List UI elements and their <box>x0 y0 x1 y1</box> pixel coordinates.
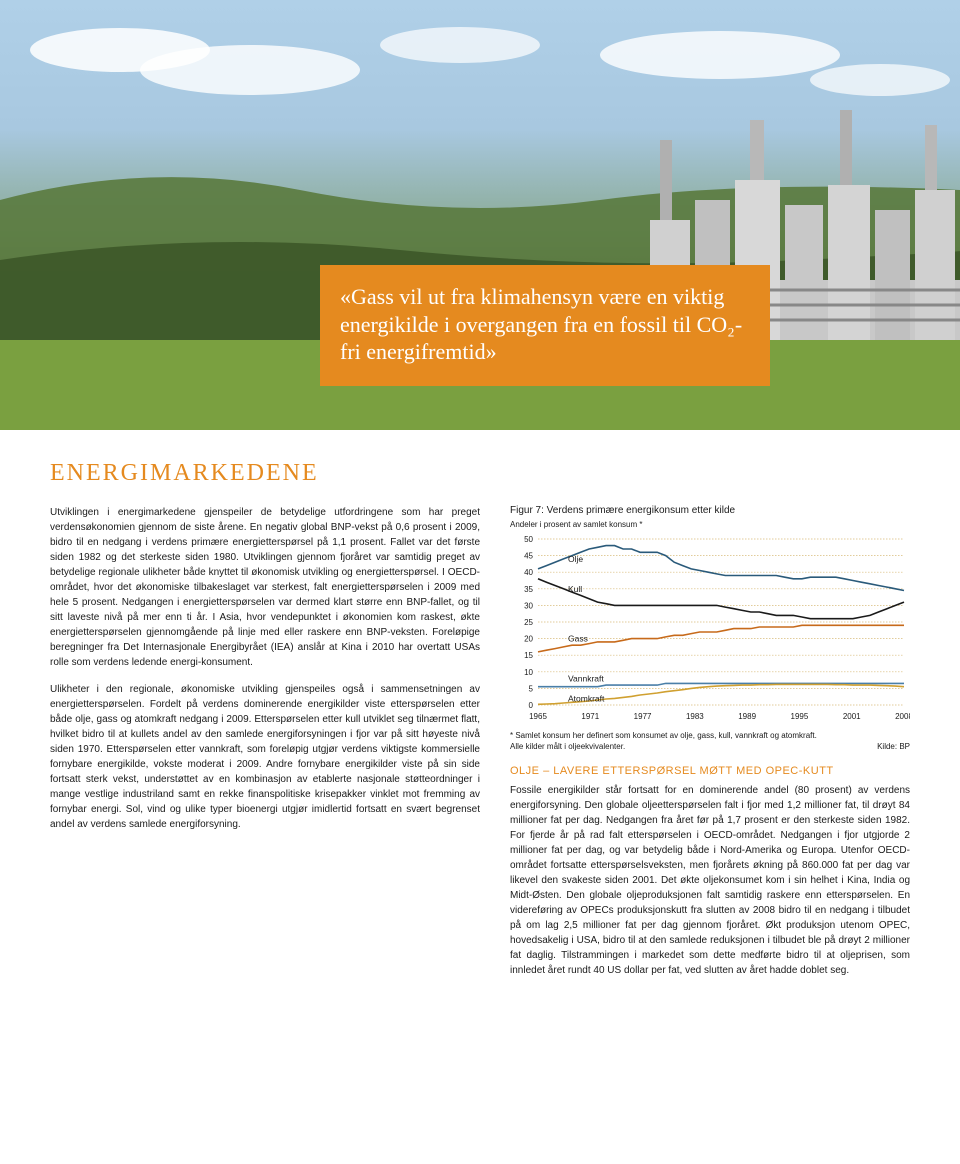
figure-title: Figur 7: Verdens primære energikonsum et… <box>510 505 910 516</box>
svg-text:5: 5 <box>529 684 534 693</box>
content-area: ENERGIMARKEDENE Utviklingen i energimark… <box>0 430 960 1010</box>
svg-text:10: 10 <box>524 668 533 677</box>
svg-text:Gass: Gass <box>568 634 588 644</box>
svg-text:40: 40 <box>524 568 533 577</box>
paragraph-2: Ulikheter i den regionale, økonomiske ut… <box>50 682 480 832</box>
svg-text:1989: 1989 <box>738 712 756 721</box>
quote-box: «Gass vil ut fra klimahensyn være en vik… <box>320 265 770 386</box>
svg-text:15: 15 <box>524 651 533 660</box>
chart-container: 0 5 10 15 20 25 30 35 40 45 50 1965 1971 1977 1983 1989… <box>510 533 910 723</box>
svg-text:20: 20 <box>524 635 533 644</box>
figure-footnote: * Samlet konsum her definert som konsume… <box>510 731 910 740</box>
svg-text:Olje: Olje <box>568 554 583 564</box>
sub-heading: OLJE – LAVERE ETTERSPØRSEL MØTT MED OPEC… <box>510 765 910 777</box>
svg-text:35: 35 <box>524 585 533 594</box>
section-title: ENERGIMARKEDENE <box>50 460 910 487</box>
svg-text:45: 45 <box>524 552 533 561</box>
figure-source-left: Alle kilder målt i oljeekvivalenter. <box>510 742 625 751</box>
svg-text:1995: 1995 <box>791 712 809 721</box>
svg-text:2001: 2001 <box>843 712 861 721</box>
paragraph-3: Fossile energikilder står fortsatt for e… <box>510 783 910 978</box>
svg-text:Atomkraft: Atomkraft <box>568 693 605 703</box>
svg-text:25: 25 <box>524 618 533 627</box>
hero-image: «Gass vil ut fra klimahensyn være en vik… <box>0 0 960 430</box>
left-column: Utviklingen i energimarkedene gjenspeile… <box>50 505 480 990</box>
svg-text:1977: 1977 <box>634 712 652 721</box>
svg-text:2008: 2008 <box>895 712 910 721</box>
svg-text:Kull: Kull <box>568 584 582 594</box>
paragraph-1: Utviklingen i energimarkedene gjenspeile… <box>50 505 480 670</box>
svg-text:1965: 1965 <box>529 712 547 721</box>
svg-text:50: 50 <box>524 535 533 544</box>
svg-text:Vannkraft: Vannkraft <box>568 673 604 683</box>
right-column: Figur 7: Verdens primære energikonsum et… <box>510 505 910 990</box>
svg-text:0: 0 <box>529 701 534 710</box>
svg-text:1983: 1983 <box>686 712 704 721</box>
quote-text: «Gass vil ut fra klimahensyn være en vik… <box>340 283 750 366</box>
figure-source-right: Kilde: BP <box>877 742 910 751</box>
figure-subtitle: Andeler i prosent av samlet konsum * <box>510 520 910 529</box>
svg-text:30: 30 <box>524 601 533 610</box>
svg-text:1971: 1971 <box>581 712 599 721</box>
